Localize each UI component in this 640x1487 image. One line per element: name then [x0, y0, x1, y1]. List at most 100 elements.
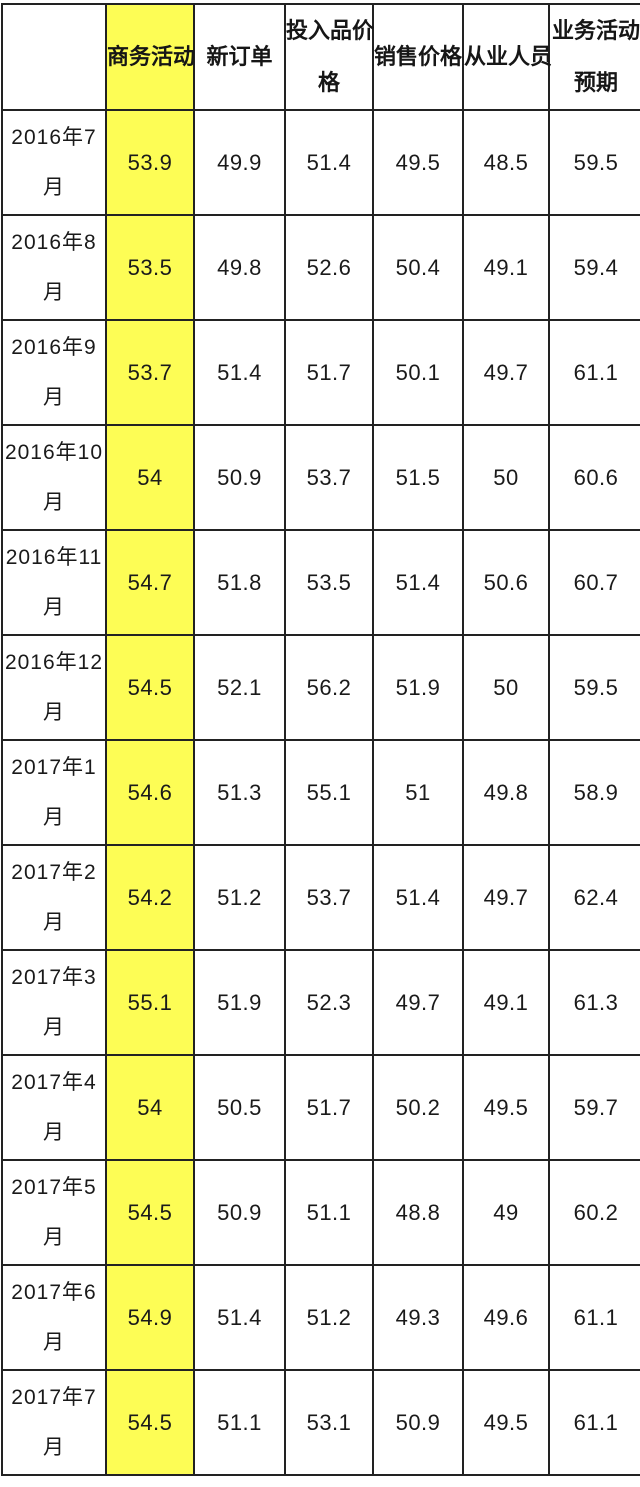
- month-text-line: 2016年11: [5, 545, 103, 569]
- table-row: 2017年7 月 54.5 51.1 53.1 50.9 49.5 61.1: [1, 1369, 640, 1476]
- month-text-line: 2016年8: [11, 230, 97, 254]
- value-selling-prices: 50.4: [372, 214, 464, 321]
- month-text-line: 2016年7: [11, 125, 97, 149]
- month-text-line: 2017年6: [11, 1280, 97, 1304]
- month-text-line: 月: [43, 1435, 65, 1459]
- value-input-prices: 51.7: [284, 1054, 374, 1161]
- month-text-line: 2017年4: [11, 1070, 97, 1094]
- month-cell: 2016年8 月: [1, 214, 107, 321]
- col-header-new-orders: 新订单: [193, 3, 286, 111]
- value-new-orders: 49.9: [193, 109, 286, 216]
- value-employment: 49: [462, 1159, 550, 1266]
- month-cell: 2016年7 月: [1, 109, 107, 216]
- value-business-activity: 54.2: [105, 844, 195, 951]
- table-row: 2017年5 月 54.5 50.9 51.1 48.8 49 60.2: [1, 1159, 640, 1266]
- value-employment: 49.6: [462, 1264, 550, 1371]
- value-input-prices: 53.7: [284, 844, 374, 951]
- value-business-expectations: 61.3: [548, 949, 640, 1056]
- value-business-activity: 55.1: [105, 949, 195, 1056]
- value-business-activity: 54: [105, 424, 195, 531]
- value-selling-prices: 49.7: [372, 949, 464, 1056]
- value-new-orders: 50.5: [193, 1054, 286, 1161]
- value-employment: 48.5: [462, 109, 550, 216]
- value-new-orders: 50.9: [193, 1159, 286, 1266]
- header-text-line: 从业人员: [464, 44, 553, 69]
- value-input-prices: 55.1: [284, 739, 374, 846]
- month-text-line: 月: [43, 1120, 65, 1144]
- col-header-business-activity: 商务活动: [105, 3, 196, 111]
- value-new-orders: 50.9: [193, 424, 286, 531]
- table-row: 2016年10 月 54 50.9 53.7 51.5 50 60.6: [1, 424, 640, 531]
- value-business-activity: 53.5: [105, 214, 195, 321]
- value-business-activity: 54.5: [105, 1159, 195, 1266]
- value-selling-prices: 50.9: [372, 1369, 464, 1476]
- table-body: 2016年7 月 53.9 49.9 51.4 49.5 48.5 59.5 2016年8 月 53…: [1, 109, 640, 1476]
- col-header-business-expectations: 业务活动 预期: [548, 3, 640, 111]
- pmi-data-table: 商务活动 新订单 投入品价格销售价格 从业人员 业务活动 预期 2016年7 月 53.9 49…: [1, 3, 640, 1476]
- month-text-line: 2017年5: [11, 1175, 97, 1199]
- header-text-line: 格: [317, 70, 340, 95]
- month-cell: 2016年11 月: [1, 529, 107, 636]
- value-business-expectations: 61.1: [548, 1369, 640, 1476]
- value-input-prices: 51.4: [284, 109, 374, 216]
- table-row: 2017年1 月 54.6 51.3 55.1 51 49.8 58.9: [1, 739, 640, 846]
- month-text-line: 2017年2: [11, 860, 97, 884]
- value-employment: 49.7: [462, 844, 550, 951]
- value-business-activity: 54: [105, 1054, 195, 1161]
- value-selling-prices: 50.1: [372, 319, 464, 426]
- month-text-line: 2016年9: [11, 335, 97, 359]
- month-text-line: 月: [43, 1015, 65, 1039]
- corner-cell: [1, 3, 107, 111]
- value-selling-prices: 48.8: [372, 1159, 464, 1266]
- value-input-prices: 51.2: [284, 1264, 374, 1371]
- header-text-line: 预期: [573, 70, 618, 95]
- table-row: 2016年7 月 53.9 49.9 51.4 49.5 48.5 59.5: [1, 109, 640, 216]
- value-business-expectations: 59.4: [548, 214, 640, 321]
- value-input-prices: 51.7: [284, 319, 374, 426]
- value-employment: 50.6: [462, 529, 550, 636]
- table-row: 2017年4 月 54 50.5 51.7 50.2 49.5 59.7: [1, 1054, 640, 1161]
- month-cell: 2016年12 月: [1, 634, 107, 741]
- value-business-activity: 53.7: [105, 319, 195, 426]
- value-business-expectations: 60.7: [548, 529, 640, 636]
- header-text-line: 商务活动: [107, 44, 196, 69]
- month-text-line: 2017年7: [11, 1385, 97, 1409]
- value-input-prices: 53.7: [284, 424, 374, 531]
- value-business-expectations: 60.2: [548, 1159, 640, 1266]
- header-row: 商务活动 新订单 投入品价格销售价格 从业人员 业务活动 预期: [1, 3, 640, 111]
- value-input-prices: 56.2: [284, 634, 374, 741]
- month-text-line: 月: [43, 175, 65, 199]
- value-business-expectations: 61.1: [548, 1264, 640, 1371]
- value-selling-prices: 51.4: [372, 529, 464, 636]
- month-text-line: 月: [43, 1330, 65, 1354]
- value-business-expectations: 58.9: [548, 739, 640, 846]
- value-business-expectations: 59.7: [548, 1054, 640, 1161]
- month-text-line: 月: [43, 595, 65, 619]
- value-business-activity: 54.5: [105, 1369, 195, 1476]
- table-row: 2016年9 月 53.7 51.4 51.7 50.1 49.7 61.1: [1, 319, 640, 426]
- value-business-activity: 54.5: [105, 634, 195, 741]
- month-text-line: 月: [43, 280, 65, 304]
- value-employment: 50: [462, 634, 550, 741]
- value-business-expectations: 59.5: [548, 634, 640, 741]
- value-employment: 49.5: [462, 1054, 550, 1161]
- value-selling-prices: 50.2: [372, 1054, 464, 1161]
- value-input-prices: 53.5: [284, 529, 374, 636]
- month-text-line: 月: [43, 805, 65, 829]
- month-text-line: 月: [43, 1225, 65, 1249]
- value-selling-prices: 51.9: [372, 634, 464, 741]
- month-cell: 2017年3 月: [1, 949, 107, 1056]
- month-text-line: 月: [43, 385, 65, 409]
- table-row: 2016年8 月 53.5 49.8 52.6 50.4 49.1 59.4: [1, 214, 640, 321]
- value-input-prices: 52.6: [284, 214, 374, 321]
- value-new-orders: 51.8: [193, 529, 286, 636]
- header-text-line: 销售价格: [374, 44, 463, 69]
- value-new-orders: 52.1: [193, 634, 286, 741]
- header-text-line: 业务活动: [551, 18, 640, 43]
- month-cell: 2017年7 月: [1, 1369, 107, 1476]
- month-text-line: 2016年12: [4, 650, 104, 674]
- value-business-activity: 54.9: [105, 1264, 195, 1371]
- col-header-employment: 从业人员: [462, 3, 553, 111]
- value-employment: 49.8: [462, 739, 550, 846]
- value-selling-prices: 51.4: [372, 844, 464, 951]
